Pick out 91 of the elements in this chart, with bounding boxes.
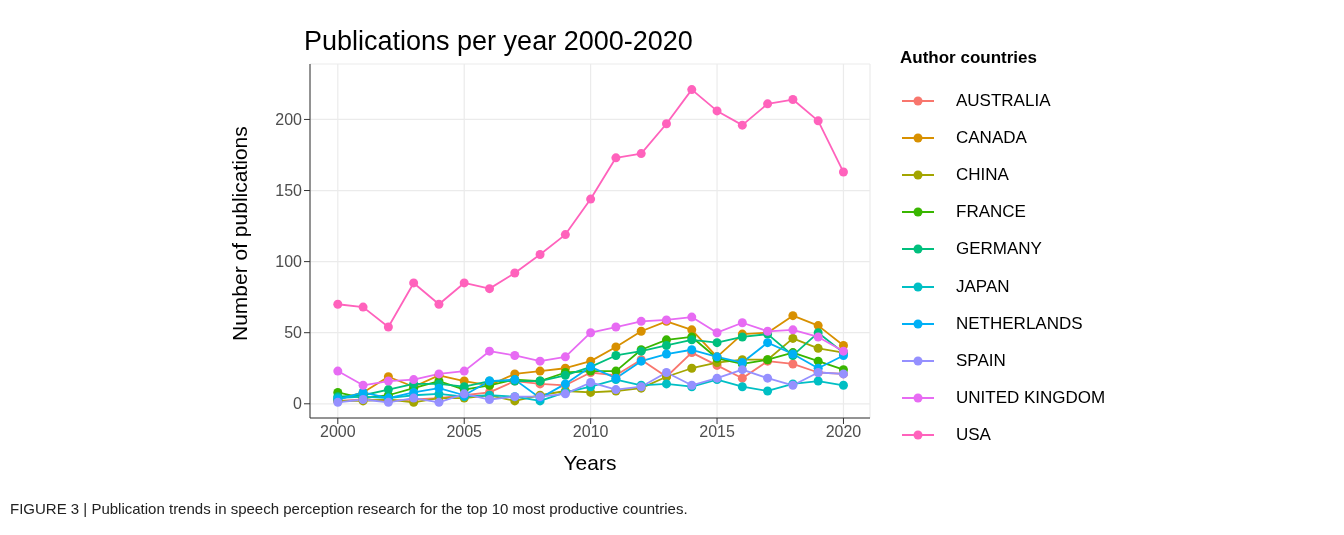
y-tick-label: 50 — [284, 324, 303, 342]
x-tick-label: 2005 — [446, 423, 483, 441]
point — [763, 338, 773, 348]
point — [333, 366, 343, 376]
point — [737, 120, 747, 130]
point — [434, 299, 444, 309]
point — [788, 311, 798, 321]
point — [737, 382, 747, 392]
legend-label: GERMANY — [956, 239, 1042, 260]
point — [687, 363, 697, 373]
point — [712, 338, 722, 348]
point — [485, 395, 494, 405]
point — [661, 349, 671, 359]
point — [687, 325, 697, 335]
point — [409, 375, 419, 385]
point — [838, 167, 848, 177]
x-tick-label: 2015 — [699, 423, 735, 441]
point — [838, 380, 848, 390]
x-tick-label: 2020 — [825, 423, 862, 441]
y-axis-title: Number of publications — [228, 126, 252, 341]
legend-label: CHINA — [956, 164, 1009, 185]
point — [485, 284, 494, 294]
point — [813, 116, 823, 126]
legend-label: USA — [956, 425, 991, 446]
point — [459, 278, 469, 288]
point — [535, 366, 545, 376]
point — [510, 268, 520, 278]
point — [636, 316, 646, 326]
legend-label: UNITED KINGDOM — [956, 388, 1106, 409]
point — [788, 359, 798, 369]
point — [737, 365, 747, 375]
point — [661, 379, 671, 389]
point — [459, 366, 469, 376]
point — [383, 322, 393, 332]
point — [788, 95, 798, 105]
y-tick-label: 200 — [275, 111, 303, 129]
point — [788, 333, 798, 343]
legend-label: FRANCE — [956, 202, 1026, 223]
point — [586, 328, 596, 338]
point — [687, 312, 697, 322]
point — [661, 368, 671, 378]
point — [510, 350, 520, 360]
point — [535, 356, 545, 366]
point — [434, 397, 444, 407]
point — [687, 85, 697, 95]
point — [788, 325, 798, 335]
point — [611, 153, 621, 163]
point — [636, 149, 646, 159]
point — [763, 99, 773, 109]
point — [586, 194, 596, 204]
point — [333, 299, 343, 309]
point — [611, 342, 621, 352]
point — [737, 318, 747, 328]
point — [560, 352, 570, 362]
point — [611, 322, 621, 332]
point — [661, 119, 671, 129]
y-tick-label: 0 — [293, 395, 303, 413]
chart-title: Publications per year 2000-2020 — [304, 26, 693, 57]
point — [611, 350, 621, 360]
legend-label: AUSTRALIA — [956, 90, 1051, 111]
point — [661, 340, 671, 350]
x-tick-label: 2000 — [320, 423, 356, 441]
x-axis-title: Years — [563, 451, 617, 474]
legend-label: NETHERLANDS — [956, 313, 1083, 334]
point — [485, 346, 494, 356]
point — [586, 377, 596, 387]
point — [358, 302, 368, 312]
point — [737, 373, 747, 383]
point — [813, 376, 823, 386]
legend-title: Author countries — [900, 48, 1038, 68]
point — [560, 230, 570, 240]
point — [712, 328, 722, 338]
point — [383, 385, 393, 395]
point — [636, 326, 646, 336]
legend-label: SPAIN — [956, 350, 1006, 371]
point — [813, 343, 823, 353]
legend-label: CANADA — [956, 127, 1027, 148]
point — [383, 376, 393, 386]
point — [712, 106, 722, 116]
x-tick-label: 2010 — [572, 423, 609, 441]
legend-label: JAPAN — [956, 276, 1010, 297]
point — [434, 383, 444, 393]
point — [358, 380, 368, 390]
point — [409, 278, 419, 288]
y-tick-label: 100 — [275, 253, 303, 271]
point — [763, 373, 773, 383]
y-tick-label: 150 — [275, 182, 303, 200]
point — [813, 332, 823, 342]
caption: FIGURE 3 | Publication trends in speech perception research for the top 10 most productive countries. — [10, 500, 688, 517]
point — [535, 250, 545, 260]
point — [763, 386, 773, 396]
